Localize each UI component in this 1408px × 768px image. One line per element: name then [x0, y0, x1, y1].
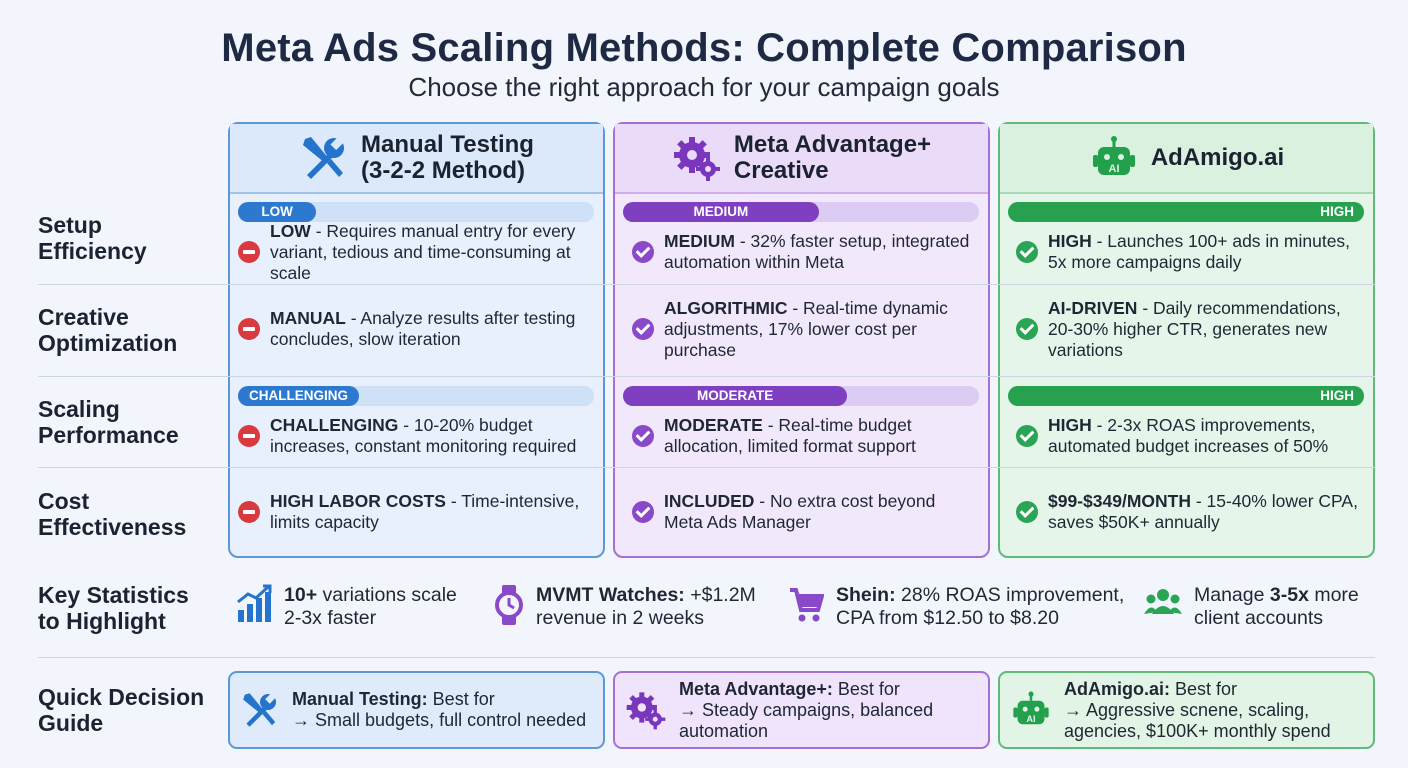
column-header-manual: Manual Testing (3-2-2 Method) — [230, 124, 603, 194]
check-circle-icon — [1016, 241, 1038, 263]
page-subtitle: Choose the right approach for your campa… — [408, 72, 1000, 102]
check-circle-icon — [632, 318, 654, 340]
svg-text:AI: AI — [1108, 163, 1119, 175]
row-divider — [38, 284, 1375, 285]
check-circle-icon — [1016, 425, 1038, 447]
column-title-line2: Creative — [733, 157, 829, 184]
guide-adamigo: AI AdAmigo.ai: Best for → Aggressive scn… — [998, 671, 1375, 749]
column-adamigo: AI AdAmigo.ai — [998, 122, 1375, 558]
cart-icon — [790, 588, 824, 622]
row-divider — [38, 467, 1375, 468]
gear-icon — [673, 137, 720, 181]
minus-circle-icon — [238, 241, 260, 263]
check-circle-icon — [1016, 318, 1038, 340]
stat-mvmt: MVMT Watches: +$1.2M revenue in 2 weeks — [494, 584, 756, 630]
column-title-line1: Meta Advantage+ — [733, 131, 932, 158]
level-bar-adamigo-scaling: HIGH — [1008, 386, 1364, 406]
wrench-screwdriver-icon — [243, 692, 277, 727]
column-manual-testing: Manual Testing (3-2-2 Method) — [228, 122, 605, 558]
page-title: Meta Ads Scaling Methods: Complete Compa… — [221, 26, 1187, 70]
users-icon — [1144, 589, 1182, 614]
minus-circle-icon — [238, 501, 260, 523]
column-meta-advantage: Meta Advantage+ Creative — [613, 122, 990, 558]
stats-label: Key Statistics to Highlight — [38, 582, 189, 634]
row-label-creative-optimization: Creative Optimization — [38, 304, 178, 356]
level-bar-meta-scaling: MODERATE — [623, 386, 979, 406]
cell-manual-scaling: CHALLENGING - 10-20% budget increases, c… — [238, 414, 596, 458]
svg-text:AI: AI — [1026, 714, 1035, 724]
cell-adamigo-scaling: HIGH - 2-3x ROAS improvements, automated… — [1016, 414, 1366, 458]
cell-meta-cost: INCLUDED - No extra cost beyond Meta Ads… — [632, 490, 978, 534]
row-label-setup-efficiency: Setup Efficiency — [38, 212, 147, 264]
guide-label: Quick Decision Guide — [38, 684, 205, 736]
cell-meta-setup: MEDIUM - 32% faster setup, integrated au… — [632, 230, 982, 274]
level-bar-manual-setup: LOW — [238, 202, 594, 222]
level-badge: HIGH — [1008, 202, 1364, 222]
watch-icon — [495, 585, 523, 625]
cell-manual-setup: LOW - Requires manual entry for every va… — [238, 221, 610, 283]
gear-icon — [626, 692, 666, 730]
column-header-adamigo: AI AdAmigo.ai — [1000, 124, 1373, 194]
level-badge: LOW — [238, 202, 317, 222]
minus-circle-icon — [238, 318, 260, 340]
check-circle-icon — [632, 241, 654, 263]
row-divider — [38, 376, 1375, 377]
row-label-cost-effectiveness: Cost Effectiveness — [38, 488, 187, 540]
check-circle-icon — [1016, 501, 1038, 523]
level-badge: CHALLENGING — [238, 386, 360, 406]
cell-meta-scaling: MODERATE - Real-time budget allocation, … — [632, 414, 978, 458]
minus-circle-icon — [238, 425, 260, 447]
column-title-line1: Manual Testing — [361, 131, 534, 158]
stat-manage-accounts: Manage 3-5x more client accounts — [1144, 584, 1359, 630]
column-title: AdAmigo.ai — [1150, 144, 1285, 171]
bar-chart-icon — [237, 584, 272, 622]
row-label-scaling-performance: Scaling Performance — [38, 396, 179, 448]
cell-manual-cost: HIGH LABOR COSTS - Time-intensive, limit… — [238, 490, 596, 534]
guide-manual-testing: Manual Testing: Best for → Small budgets… — [228, 671, 605, 749]
cell-adamigo-cost: $99-$349/MONTH - 15-40% lower CPA, saves… — [1016, 490, 1366, 534]
section-divider — [38, 657, 1375, 658]
guide-meta-advantage: Meta Advantage+: Best for → Steady campa… — [613, 671, 990, 749]
cell-manual-creative: MANUAL - Analyze results after testing c… — [238, 296, 596, 362]
column-title-line2: (3-2-2 Method) — [361, 157, 526, 184]
stat-shein: Shein: 28% ROAS improvement, CPA from $12… — [788, 584, 1124, 630]
level-badge: HIGH — [1008, 386, 1364, 406]
cell-adamigo-setup: HIGH - Launches 100+ ads in minutes, 5x … — [1016, 230, 1366, 274]
level-badge: MEDIUM — [623, 202, 819, 222]
cell-meta-creative: ALGORITHMIC - Real-time dynamic adjustme… — [632, 296, 978, 362]
stat-variations: 10+ variations scale 2-3x faster — [236, 584, 457, 630]
level-badge: MODERATE — [623, 386, 848, 406]
level-bar-meta-setup: MEDIUM — [623, 202, 979, 222]
robot-icon: AI — [1092, 136, 1135, 175]
check-circle-icon — [632, 425, 654, 447]
column-header-meta: Meta Advantage+ Creative — [615, 124, 988, 194]
cell-adamigo-creative: AI-DRIVEN - Daily recommendations, 20-30… — [1016, 296, 1366, 362]
check-circle-icon — [632, 501, 654, 523]
level-bar-adamigo-setup: HIGH — [1008, 202, 1364, 222]
robot-icon: AI — [1013, 691, 1049, 725]
level-bar-manual-scaling: CHALLENGING — [238, 386, 594, 406]
wrench-screwdriver-icon — [303, 135, 345, 179]
